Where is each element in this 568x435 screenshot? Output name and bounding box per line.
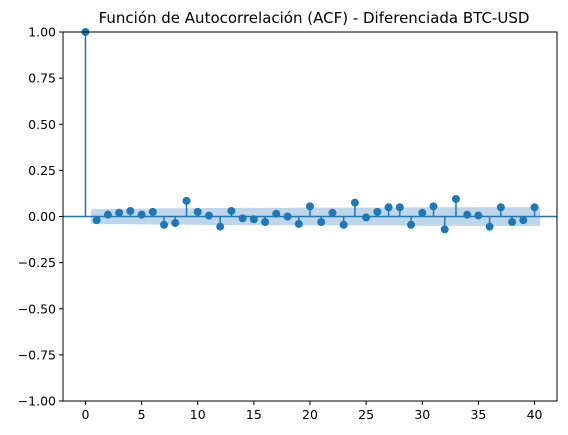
acf-point (227, 206, 236, 215)
y-tick-label: −0.50 (18, 301, 56, 316)
acf-point (272, 209, 281, 218)
x-tick-label: 25 (358, 407, 374, 422)
y-axis: −1.00 −0.75 −0.50 −0.25 0.00 0.25 0.50 0.75 1.00 (18, 25, 63, 409)
acf-point (294, 219, 303, 228)
acf-point (238, 214, 247, 223)
acf-stems (84, 32, 536, 230)
acf-point (261, 218, 270, 227)
acf-point (384, 203, 393, 212)
acf-point (160, 220, 169, 229)
acf-point (395, 203, 404, 212)
acf-point (496, 203, 505, 212)
acf-point (193, 207, 202, 216)
chart-title: Función de Autocorrelación (ACF) - Difer… (99, 9, 530, 27)
y-tick-label: −0.75 (18, 347, 56, 362)
acf-point (317, 218, 326, 227)
y-tick-label: 0.75 (28, 71, 56, 86)
x-tick-label: 20 (302, 407, 318, 422)
x-tick-label: 10 (190, 407, 206, 422)
acf-point (508, 218, 517, 227)
acf-point (407, 220, 416, 229)
acf-point (451, 194, 460, 203)
y-tick-label: 1.00 (28, 25, 56, 40)
acf-point (362, 213, 371, 222)
y-tick-label: −1.00 (18, 394, 56, 409)
acf-point (216, 222, 225, 231)
acf-point (474, 211, 483, 220)
x-tick-label: 5 (138, 407, 146, 422)
acf-point (339, 220, 348, 229)
y-tick-label: −0.25 (18, 255, 56, 270)
acf-point (328, 208, 337, 217)
acf-point (418, 208, 427, 217)
acf-point (463, 210, 472, 219)
acf-point (249, 215, 258, 224)
acf-point (283, 212, 292, 221)
acf-point (519, 216, 528, 225)
x-tick-label: 0 (81, 407, 89, 422)
acf-point (373, 207, 382, 216)
acf-point (440, 225, 449, 234)
acf-point (530, 203, 539, 212)
x-axis: 0 5 10 15 20 25 30 35 40 (81, 401, 543, 422)
acf-point (137, 210, 146, 219)
y-tick-label: 0.50 (28, 117, 56, 132)
acf-point (92, 216, 101, 225)
acf-point (485, 222, 494, 231)
acf-point (350, 198, 359, 207)
x-tick-label: 40 (527, 407, 543, 422)
x-tick-label: 30 (414, 407, 430, 422)
acf-point (182, 196, 191, 205)
x-tick-label: 15 (246, 407, 262, 422)
x-tick-label: 35 (470, 407, 486, 422)
acf-point (103, 210, 112, 219)
acf-point (204, 211, 213, 220)
acf-markers (81, 28, 539, 234)
acf-point (115, 208, 124, 217)
acf-point (171, 218, 180, 227)
acf-point (126, 206, 135, 215)
y-tick-label: 0.25 (28, 163, 56, 178)
y-tick-label: 0.00 (28, 209, 56, 224)
acf-point (306, 202, 314, 211)
acf-point (429, 202, 438, 211)
acf-point (148, 207, 157, 216)
